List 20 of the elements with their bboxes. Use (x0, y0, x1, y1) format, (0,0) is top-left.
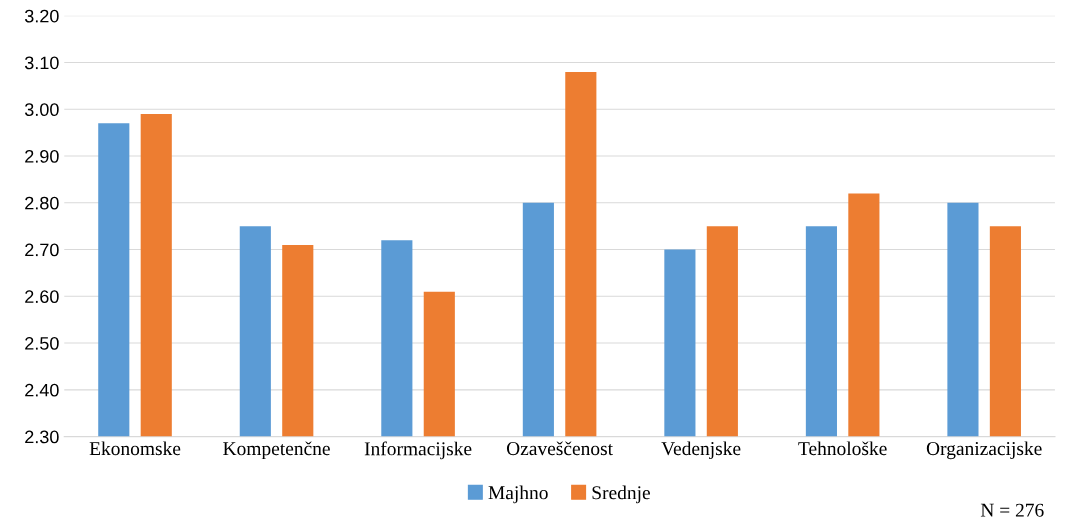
x-tick-label: Informacijske (364, 441, 472, 460)
text: N = 276 (980, 503, 1044, 517)
x-tick-label: Vedenjske (661, 441, 741, 460)
legend-label: Srednje (592, 485, 650, 504)
x-tick-label: Kompetenčne (223, 441, 330, 460)
y-tick-label: 2.80 (25, 196, 59, 210)
x-tick-label: Organizacijske (926, 441, 1042, 460)
y-tick-label: 2.60 (25, 290, 59, 304)
y-tick-label: 3.00 (24, 103, 59, 117)
x-tick-label: Tehnološke (798, 441, 887, 456)
y-tick-label: 2.70 (25, 243, 59, 257)
x-tick-label: Ozaveščenost (506, 441, 613, 456)
x-tick-label: Ekonomske (89, 441, 181, 456)
y-tick-label: 2.40 (25, 383, 59, 397)
y-tick-label: 2.90 (25, 149, 59, 163)
y-tick-label: 3.20 (24, 9, 59, 23)
y-tick-label: 2.30 (25, 430, 59, 444)
y-tick-label: 3.10 (24, 56, 59, 70)
y-tick-label: 2.50 (25, 337, 59, 350)
legend-label: Majhno (488, 485, 548, 504)
